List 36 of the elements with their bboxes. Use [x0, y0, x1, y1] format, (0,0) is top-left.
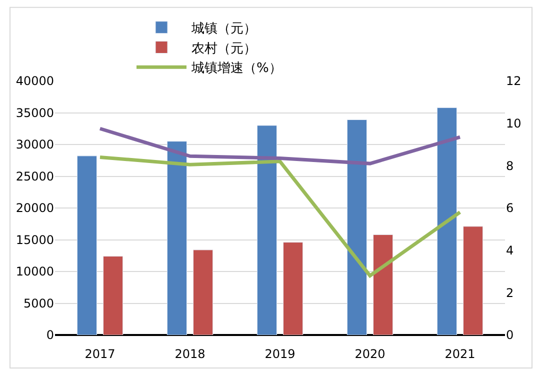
bar [436, 107, 457, 335]
bar [166, 141, 187, 335]
bar [193, 250, 214, 335]
bar [373, 234, 394, 335]
y2-tick-label: 2 [506, 286, 514, 300]
bar [283, 242, 304, 335]
y-tick-label: 40000 [16, 74, 54, 88]
legend-label: 城镇（元） [190, 21, 256, 36]
bar [346, 119, 367, 335]
y-tick-label: 25000 [16, 169, 54, 184]
legend-label: 城镇增速（%） [190, 61, 282, 76]
y-tick-label: 0 [46, 328, 54, 342]
line-series [98, 155, 462, 278]
x-tick-label: 2021 [444, 347, 476, 361]
y-tick-label: 20000 [16, 201, 54, 216]
y-tick-label: 15000 [16, 232, 54, 247]
line-series [98, 126, 462, 166]
y-tick-label: 30000 [16, 138, 54, 152]
y2-tick-label: 6 [506, 201, 514, 216]
x-tick-label: 2020 [354, 347, 386, 361]
y2-tick-label: 0 [506, 328, 514, 342]
legend-label: 农村（元） [192, 41, 256, 56]
bar [256, 125, 277, 335]
y2-tick-label: 12 [506, 74, 522, 88]
y2-tick-label: 8 [506, 158, 514, 173]
y2-tick-label: 10 [506, 116, 522, 131]
bar [76, 156, 97, 335]
y-tick-label: 10000 [16, 264, 54, 279]
bar [103, 256, 124, 335]
x-tick-label: 2017 [84, 347, 116, 361]
y2-tick-label: 4 [506, 244, 514, 258]
y-tick-label: 35000 [16, 106, 54, 120]
bar [463, 226, 484, 335]
x-tick-label: 2019 [264, 347, 296, 361]
x-tick-label: 2018 [174, 347, 206, 361]
y-tick-label: 5000 [23, 296, 54, 310]
